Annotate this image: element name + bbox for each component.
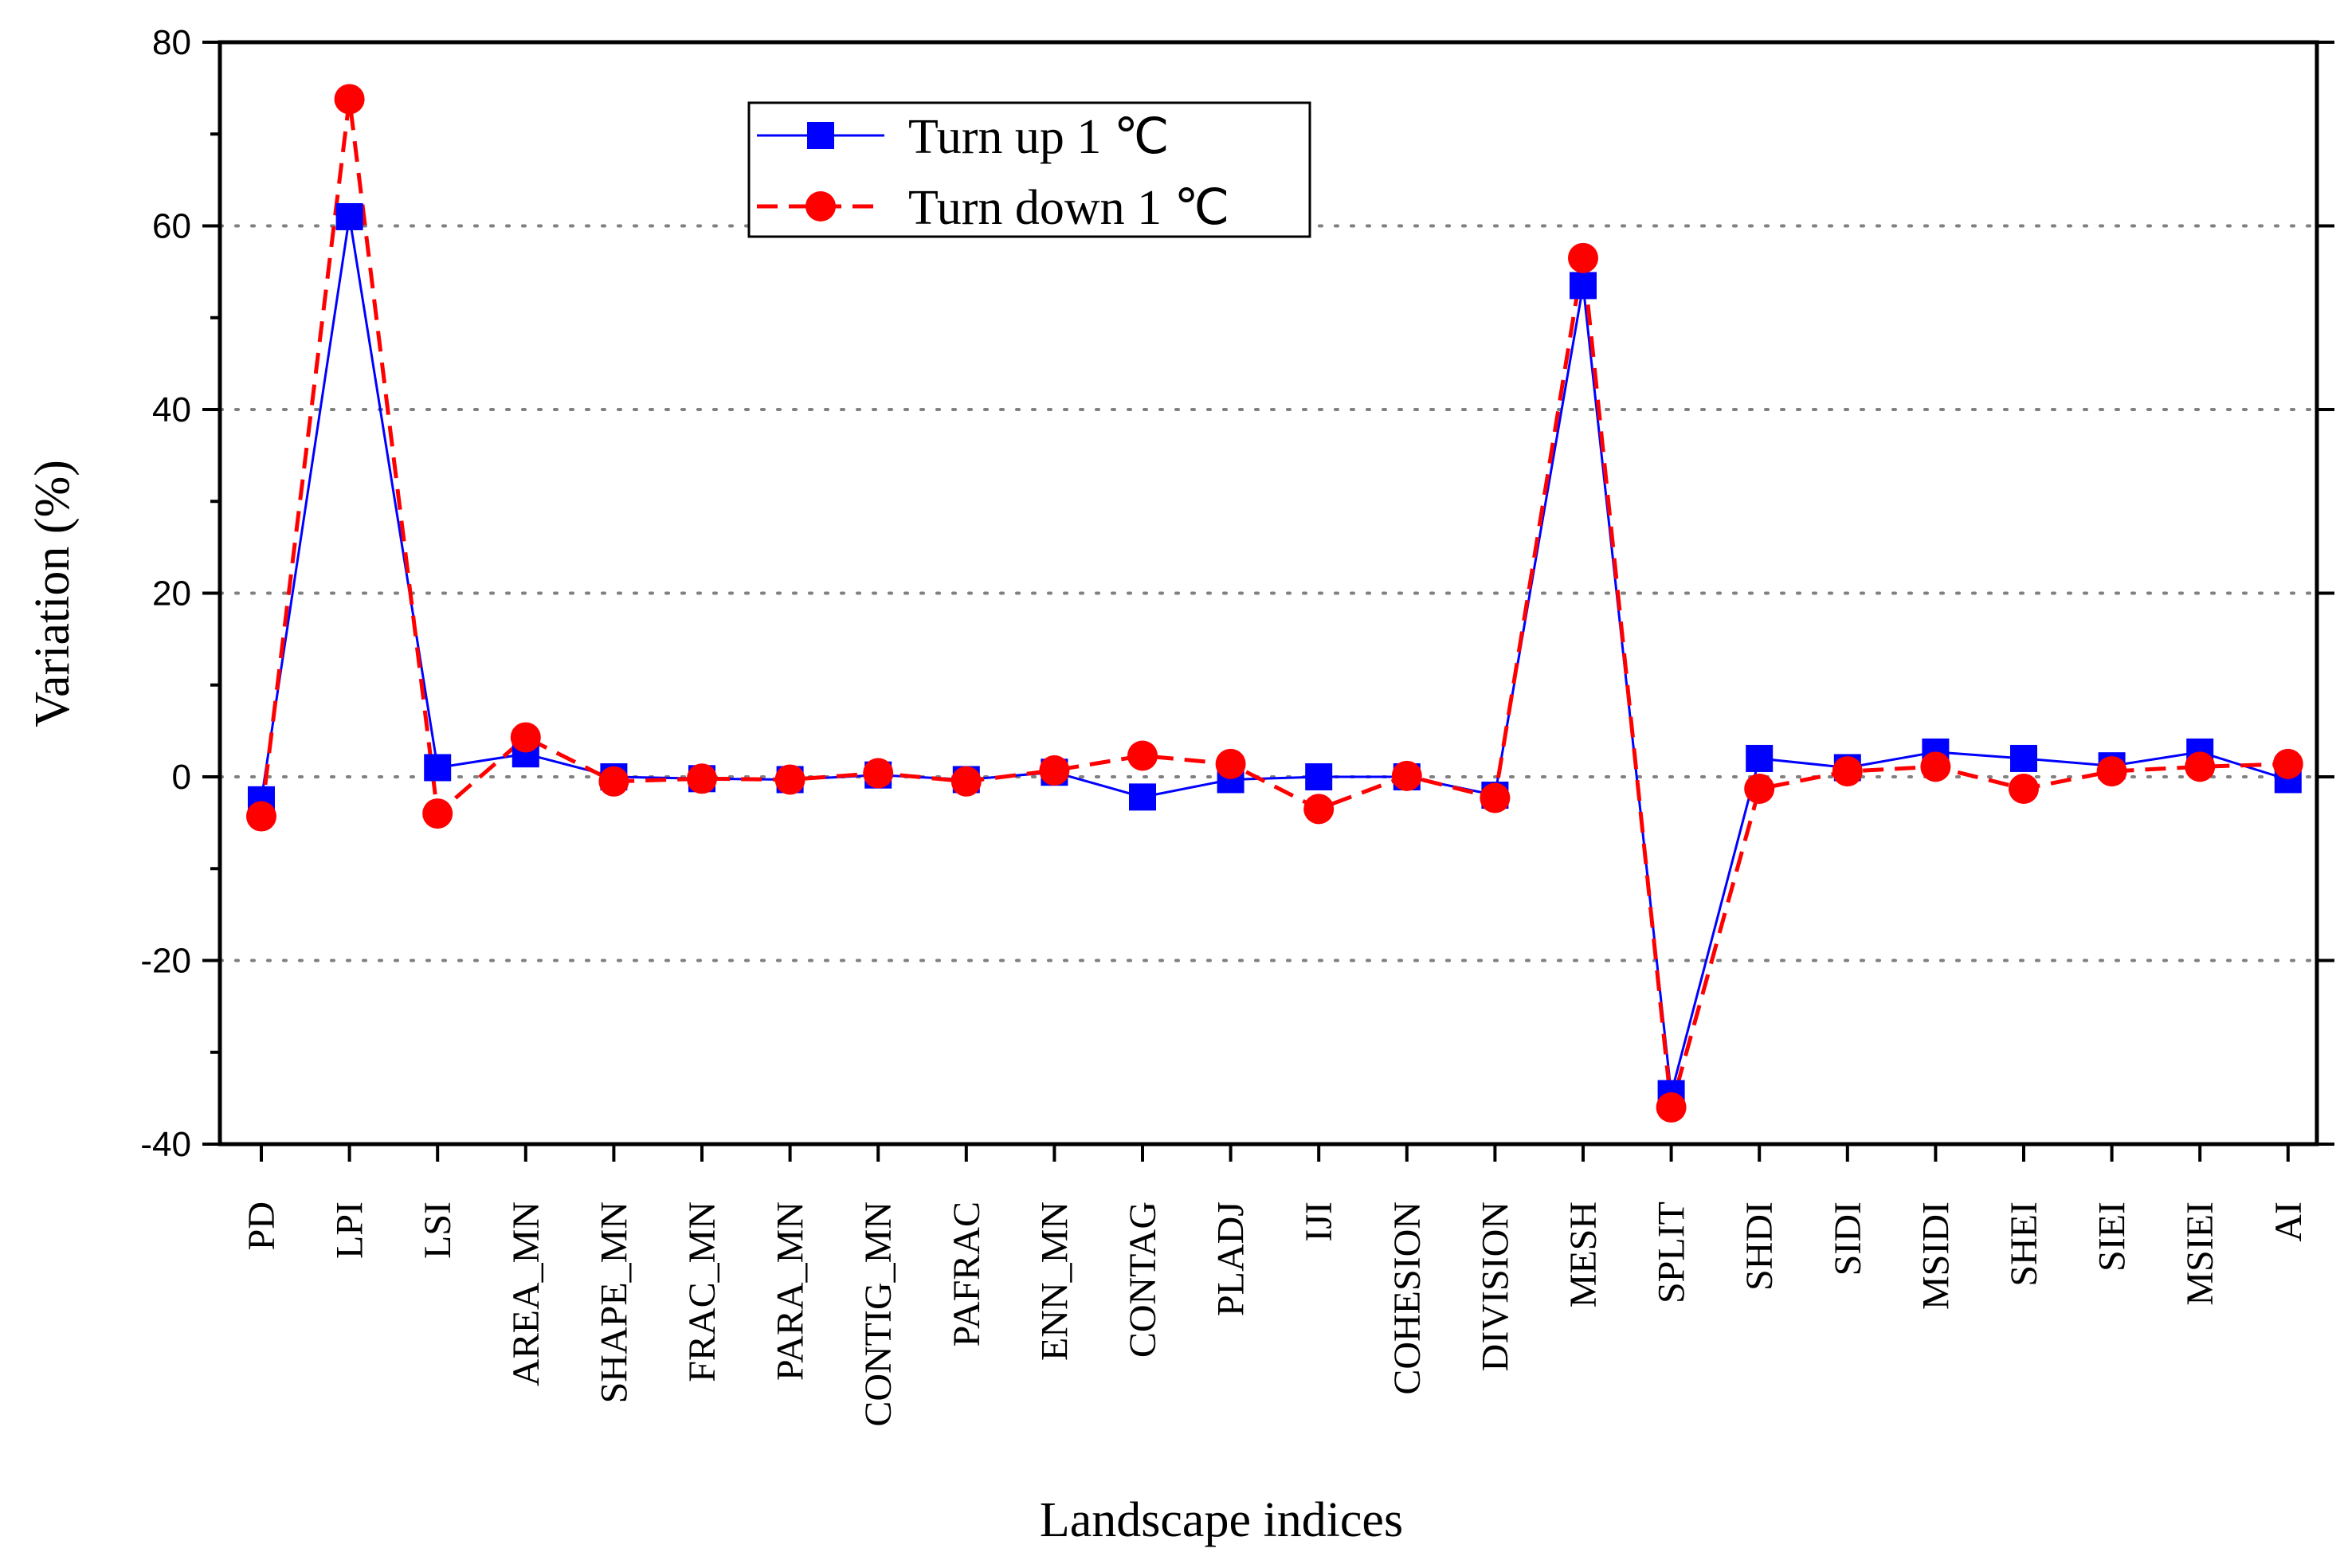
x-tick-label: MSIDI — [1915, 1201, 1957, 1310]
data-point-turn-down — [422, 798, 453, 829]
data-point-turn-down — [951, 766, 982, 797]
data-point-turn-down — [1656, 1092, 1687, 1123]
data-point-turn-down — [1039, 755, 1070, 786]
x-tick-label: SHAPE_MN — [593, 1201, 635, 1403]
x-tick-label: MSIEI — [2179, 1201, 2221, 1306]
legend-label-turn-down: Turn down 1 ℃ — [908, 181, 1229, 235]
data-series — [246, 84, 2303, 1123]
x-tick-label: SIDI — [1827, 1201, 1869, 1276]
x-tick-label: AREA_MN — [505, 1201, 547, 1386]
x-tick-label: MESH — [1562, 1201, 1605, 1307]
y-tick-label: 80 — [152, 23, 191, 62]
series-line-turn-up — [260, 215, 2289, 1096]
y-tick-labels: -40 -20 0 20 40 60 80 — [140, 23, 191, 1164]
series-line-turn-down — [259, 97, 2288, 1110]
data-point-turn-down — [510, 722, 541, 753]
data-point-turn-down — [1832, 756, 1863, 787]
data-point-turn-down — [1744, 773, 1775, 804]
y-tick-label: -40 — [140, 1125, 191, 1164]
legend: Turn up 1 ℃ Turn down 1 ℃ — [747, 101, 1311, 238]
data-point-turn-down — [687, 763, 717, 794]
x-tick-label: DIVISION — [1474, 1201, 1516, 1371]
data-point-turn-down — [2272, 748, 2303, 779]
legend-marker-turn-down — [805, 191, 836, 221]
data-point-turn-down — [1920, 751, 1951, 782]
data-point-turn-down — [2009, 773, 2039, 804]
data-point-turn-down — [334, 84, 365, 115]
axis-ticks — [202, 41, 2334, 1162]
data-point-turn-down — [246, 801, 276, 832]
data-point-turn-up — [1305, 763, 1333, 790]
data-point-turn-down — [2185, 751, 2216, 782]
y-axis-title: Variation (%) — [25, 460, 80, 727]
y-tick-label: 0 — [172, 758, 191, 797]
data-point-turn-down — [774, 764, 805, 795]
data-point-turn-up — [424, 754, 452, 782]
data-point-turn-up — [1746, 744, 1774, 772]
y-tick-label: 60 — [152, 207, 191, 246]
x-axis-title: Landscape indices — [1040, 1493, 1403, 1547]
x-tick-label: AI — [2267, 1201, 2310, 1242]
data-point-turn-down — [1391, 760, 1422, 791]
data-point-turn-up — [1570, 272, 1597, 300]
x-tick-label: PLADJ — [1210, 1201, 1252, 1316]
x-tick-label: PD — [241, 1201, 283, 1250]
data-point-turn-up — [335, 202, 363, 230]
data-point-turn-down — [2096, 756, 2127, 787]
data-point-turn-down — [1480, 782, 1511, 813]
x-tick-label: COHESION — [1386, 1201, 1429, 1395]
x-tick-label: CONTAG — [1122, 1201, 1164, 1358]
x-tick-label: SHEI — [2003, 1201, 2045, 1287]
y-tick-label: 20 — [152, 574, 191, 613]
x-tick-label: IJI — [1298, 1201, 1340, 1242]
x-tick-label: SIEI — [2091, 1201, 2134, 1272]
data-point-turn-up — [2010, 744, 2037, 772]
x-tick-label: CONTIG_MN — [857, 1201, 900, 1427]
legend-box — [747, 101, 1311, 238]
x-tick-labels: PD LPI LSI AREA_MN SHAPE_MN FRAC_MN PARA_MN CON… — [241, 1201, 2310, 1427]
y-tick-label: 40 — [152, 390, 191, 429]
data-point-turn-down — [598, 766, 629, 797]
data-point-turn-down — [1215, 748, 1246, 779]
data-point-turn-up — [1129, 783, 1156, 811]
grid-lines — [218, 224, 2318, 962]
x-tick-label: LPI — [329, 1201, 371, 1259]
x-tick-label: PAFRAC — [946, 1201, 988, 1347]
y-tick-label: -20 — [140, 942, 191, 981]
legend-marker-turn-up — [807, 122, 834, 149]
x-tick-label: PARA_MN — [770, 1201, 812, 1381]
x-tick-label: SPLIT — [1651, 1201, 1693, 1303]
x-tick-label: ENN_MN — [1033, 1201, 1076, 1361]
data-point-turn-down — [1568, 242, 1598, 273]
data-point-turn-down — [1127, 740, 1158, 771]
data-point-turn-down — [1303, 794, 1335, 825]
x-tick-label: FRAC_MN — [681, 1201, 723, 1382]
legend-label-turn-up: Turn up 1 ℃ — [908, 110, 1169, 164]
data-point-turn-down — [863, 758, 894, 789]
x-tick-label: SHDI — [1738, 1201, 1781, 1291]
x-tick-label: LSI — [417, 1201, 459, 1259]
